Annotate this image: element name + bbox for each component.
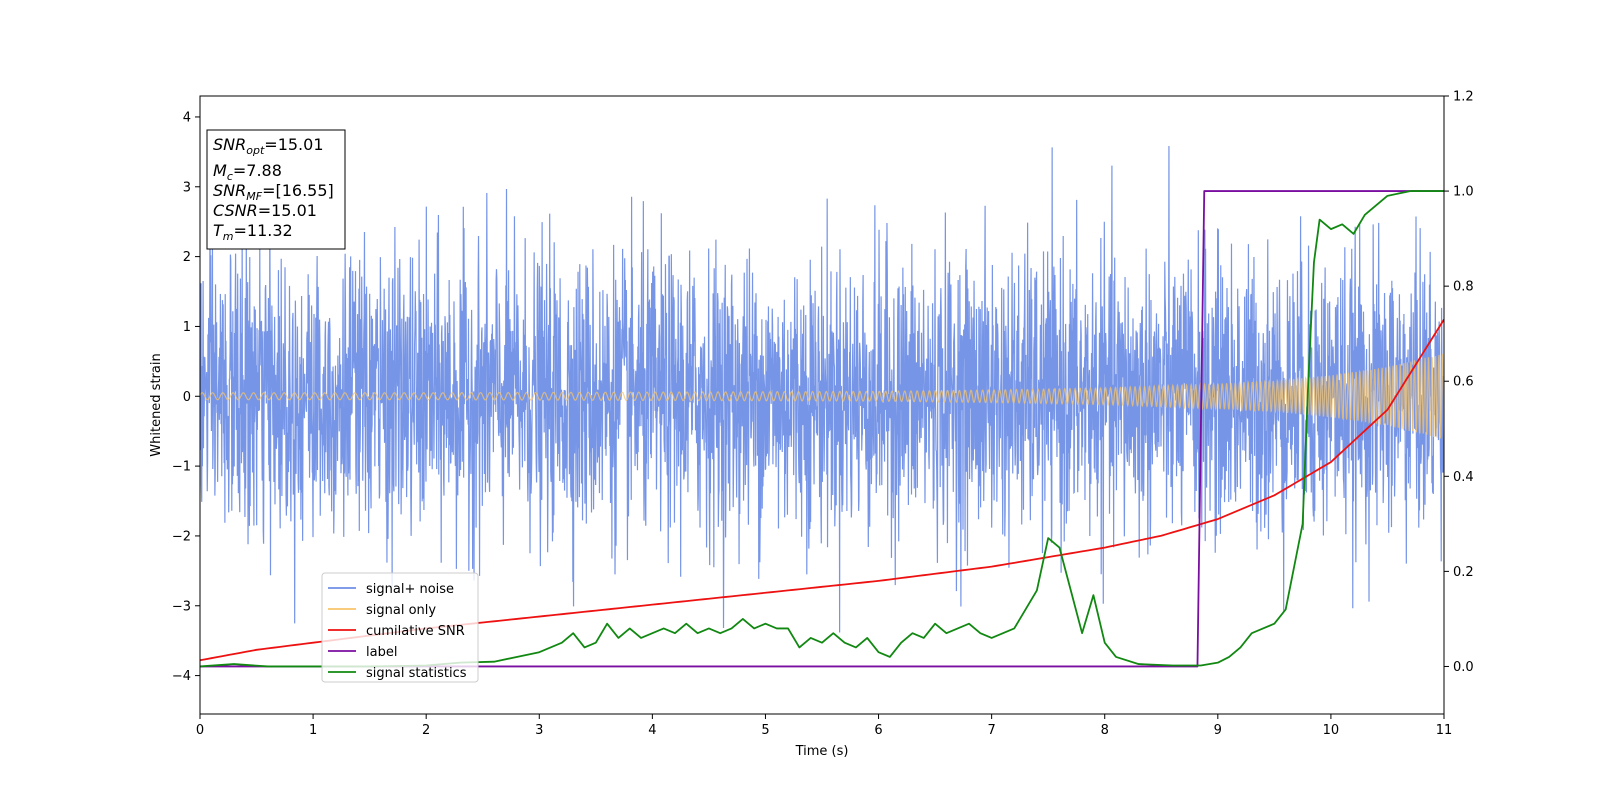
y-axis-label: Whitened strain [149,353,164,456]
annotation-line: SNRMF=[16.55] [213,181,334,203]
x-tick-label: 9 [1214,723,1222,738]
x-axis: 0 1 2 3 4 5 6 7 8 9 10 11 [196,714,1452,738]
annotation-line: Tm=11.32 [213,221,293,243]
y-right-tick-label: 1.0 [1453,185,1474,200]
annotation-line: SNRopt=15.01 [213,135,324,157]
series-signal-only-line [200,353,1444,440]
y-left-tick-label: 1 [183,320,191,335]
legend-frame [321,572,479,683]
annotation-line: Mc=7.88 [213,161,282,183]
y-axis-left: −4 −3 −2 −1 0 1 2 3 4 [172,110,200,684]
annotation-frame [206,129,346,250]
legend-entry-label: cumilative SNR [366,624,465,639]
y-right-tick-label: 1.2 [1453,90,1474,105]
y-left-tick-label: −2 [172,529,191,544]
series-signal-statistics-line [200,190,1444,668]
y-left-tick-label: −1 [172,460,191,475]
y-left-tick-label: −3 [172,599,191,614]
y-right-tick-label: 0.2 [1453,565,1474,580]
y-left-tick-label: 2 [183,250,191,265]
x-tick-label: 2 [422,723,430,738]
y-left-tick-label: 3 [183,180,191,195]
y-left-tick-label: −4 [172,669,191,684]
noise-series-layer [200,146,1444,633]
x-axis-label: Time (s) [795,744,849,759]
x-tick-label: 6 [874,723,882,738]
legend: signal+ noise signal only cumilative SNR la… [321,572,479,683]
y-right-tick-label: 0.4 [1453,470,1474,485]
legend-entry-label: signal+ noise [366,582,454,597]
x-tick-label: 8 [1101,723,1109,738]
legend-entry-label: signal only [366,603,436,618]
x-tick-label: 7 [987,723,995,738]
x-tick-label: 1 [309,723,317,738]
y-right-tick-label: 0.6 [1453,375,1474,390]
y-right-tick-label: 0.0 [1453,660,1474,675]
legend-entry-label: signal statistics [366,666,467,681]
legend-entry-label: label [366,645,397,660]
series-label-line [200,190,1444,668]
series-signal-noise-line [200,146,1444,633]
y-left-tick-label: 4 [183,110,191,125]
signal-series-layer [200,353,1444,440]
x-tick-label: 4 [648,723,656,738]
x-tick-label: 10 [1323,723,1340,738]
plot-frame [199,95,1445,715]
y-axis-right: 0.0 0.2 0.4 0.6 0.8 1.0 1.2 [1444,90,1474,675]
x-tick-label: 11 [1436,723,1453,738]
stats-annotation-box: SNRopt=15.01 Mc=7.88SNRMF=[16.55]CSNR=15.… [206,129,346,250]
y-right-tick-label: 0.8 [1453,280,1474,295]
y-left-tick-label: 0 [183,390,191,405]
x-tick-label: 0 [196,723,204,738]
x-tick-label: 3 [535,723,543,738]
annotation-line: CSNR=15.01 [213,201,317,220]
x-tick-label: 5 [761,723,769,738]
